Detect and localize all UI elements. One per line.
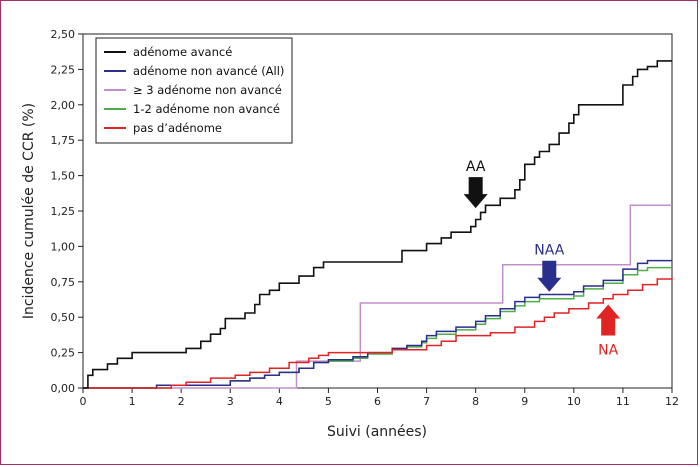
x-tick-label: 10 [567,395,581,408]
annotation-arrow [596,304,621,336]
legend-box [95,37,293,144]
x-tick-label: 3 [227,395,234,408]
legend-label: adénome avancé [133,45,232,59]
x-tick-label: 0 [80,395,87,408]
legend-label: pas d’adénome [133,121,222,135]
legend-label: 1-2 adénome non avancé [133,102,280,116]
x-tick-label: 8 [472,395,479,408]
y-tick-label: 2,00 [51,99,76,112]
annotation-arrow [463,177,488,209]
y-tick-label: 2,50 [51,28,76,41]
annotation-label: NA [598,342,618,358]
y-tick-label: 1,25 [51,205,76,218]
x-tick-label: 5 [325,395,332,408]
annotation-arrow [537,260,562,292]
x-tick-label: 12 [665,395,679,408]
y-tick-label: 1,50 [51,170,76,183]
x-tick-label: 9 [521,395,528,408]
legend-label: ≥ 3 adénome non avancé [133,83,282,97]
y-tick-label: 0,75 [51,276,76,289]
annotation-label: NAA [534,243,564,259]
annotation-label: AA [466,159,486,175]
series-line [83,277,673,389]
x-tick-label: 4 [276,395,283,408]
y-axis-title: Incidence cumulée de CCR (%) [21,103,37,319]
y-tick-label: 2,25 [51,63,76,76]
annotations: AA NAA NA [463,159,621,358]
y-tick-label: 0,50 [51,311,76,324]
series-line [83,60,672,389]
series-line [83,259,672,389]
x-tick-label: 7 [423,395,430,408]
series-line [83,204,672,389]
x-tick-label: 11 [616,395,630,408]
x-tick-label: 1 [129,395,136,408]
series-lines [83,60,673,389]
x-axis-title: Suivi (années) [327,424,427,440]
legend: adénome avancé adénome non avancé (All) ≥ … [95,37,293,144]
y-tick-label: 0,00 [51,382,76,395]
x-tick-label: 6 [374,395,381,408]
x-tick-label: 2 [178,395,185,408]
legend-label: adénome non avancé (All) [133,64,284,78]
axis-ticks: 0 1 2 3 4 5 6 7 8 9 10 11 120,000,250,500,751,001,25… [51,28,680,408]
y-tick-label: 1,75 [51,134,76,147]
y-tick-label: 1,00 [51,240,76,253]
y-tick-label: 0,25 [51,347,76,360]
